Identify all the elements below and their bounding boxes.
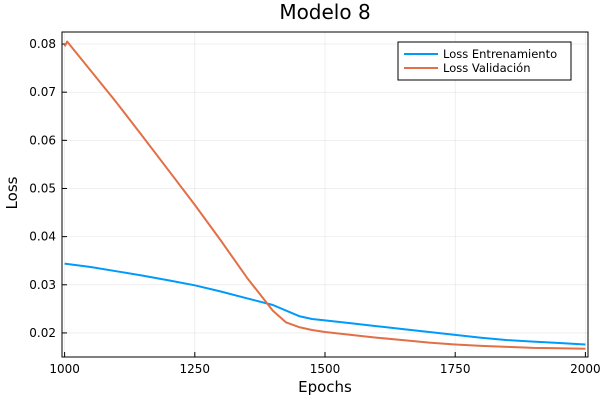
y-tick-label: 0.07 bbox=[29, 85, 56, 99]
series-line-1 bbox=[63, 40, 586, 350]
series-line-0 bbox=[64, 262, 586, 346]
legend-box bbox=[397, 41, 572, 81]
series-lines bbox=[63, 40, 586, 350]
legend-label: Loss Validación bbox=[443, 61, 530, 75]
legend-label: Loss Entrenamiento bbox=[443, 47, 557, 61]
y-tick-label: 0.02 bbox=[29, 326, 56, 340]
axis-ticks: 1000 1250 1500 1750 2000 0.02 0.03 0.04 0.05 0.06… bbox=[29, 37, 600, 376]
y-tick-label: 0.08 bbox=[29, 37, 56, 51]
x-axis-label: Epochs bbox=[298, 378, 352, 396]
y-tick-label: 0.05 bbox=[29, 181, 56, 195]
y-tick-label: 0.04 bbox=[29, 230, 56, 244]
y-tick-label: 0.03 bbox=[29, 278, 56, 292]
x-tick-label: 1250 bbox=[180, 362, 211, 376]
chart-title: Modelo 8 bbox=[279, 0, 370, 24]
y-tick-label: 0.06 bbox=[29, 133, 56, 147]
x-tick-label: 2000 bbox=[570, 362, 600, 376]
x-tick-label: 1500 bbox=[310, 362, 341, 376]
x-tick-label: 1750 bbox=[440, 362, 471, 376]
y-axis-label: Loss bbox=[3, 176, 21, 209]
x-tick-label: 1000 bbox=[49, 362, 80, 376]
grid-lines bbox=[62, 32, 588, 357]
